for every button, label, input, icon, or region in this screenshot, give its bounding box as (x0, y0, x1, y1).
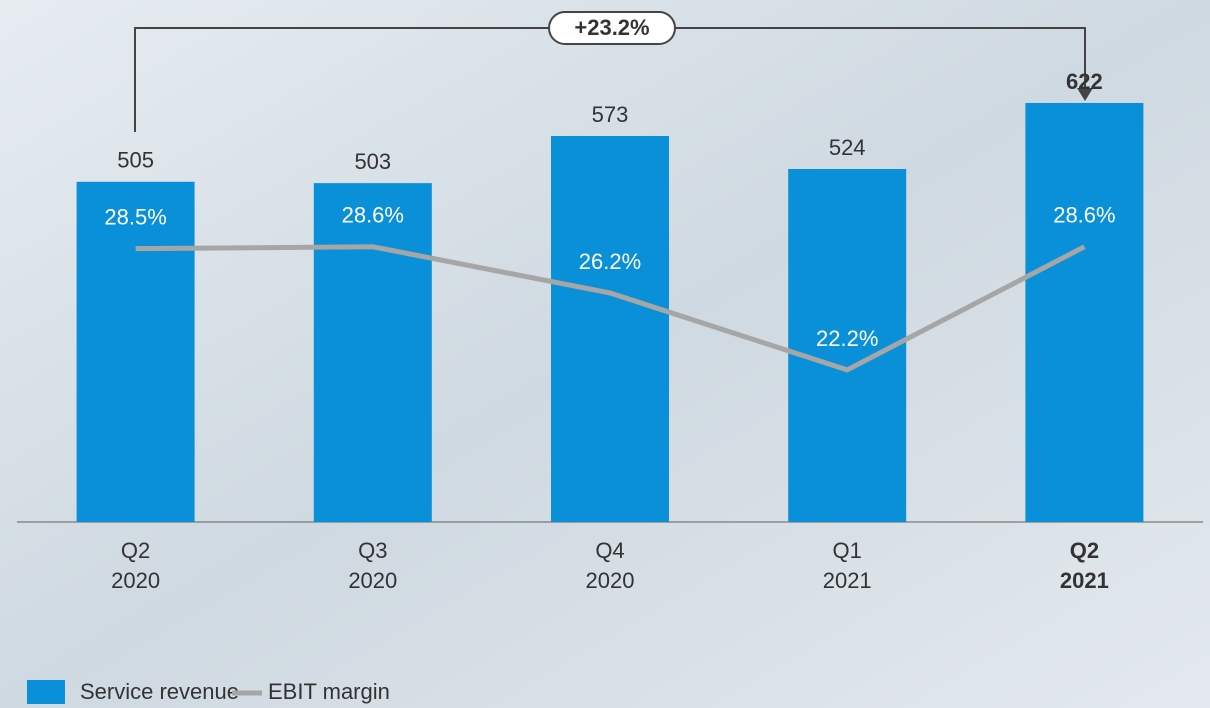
x-tick-label: Q3 (358, 538, 387, 563)
bar (1025, 102, 1144, 523)
bar (76, 181, 195, 522)
line-value-label: 22.2% (816, 326, 878, 351)
x-tick-label: Q2 (121, 538, 150, 563)
bar-value-label: 524 (829, 135, 866, 160)
x-tick-label: Q4 (595, 538, 624, 563)
bar (313, 183, 432, 522)
line-value-label: 28.5% (104, 204, 166, 229)
legend-swatch (27, 680, 65, 704)
bar-value-label: 622 (1066, 69, 1103, 94)
annotation-box (548, 11, 676, 45)
x-tick-label: 2021 (1060, 568, 1109, 593)
annotation: +23.2% (574, 15, 649, 40)
bar (788, 168, 907, 522)
bar-value-label: 573 (592, 102, 629, 127)
bar (551, 135, 669, 522)
bar-value-label: 505 (117, 148, 154, 173)
x-tick-label: 2021 (823, 568, 872, 593)
x-tick-label: 2020 (586, 568, 635, 593)
x-tick-label: Q1 (833, 538, 862, 563)
line-value-label: 28.6% (1053, 203, 1115, 228)
bar-value-label: 503 (354, 149, 391, 174)
line-value-label: 28.6% (342, 203, 404, 228)
x-tick-label: 2020 (348, 568, 397, 593)
x-tick-label: Q2 (1070, 538, 1099, 563)
line-value-label: 26.2% (579, 249, 641, 274)
x-tick-label: 2020 (111, 568, 160, 593)
legend-label: EBIT margin (268, 679, 390, 704)
legend-label: Service revenue (80, 679, 239, 704)
arrow-head (1077, 88, 1093, 101)
line (135, 244, 1086, 373)
